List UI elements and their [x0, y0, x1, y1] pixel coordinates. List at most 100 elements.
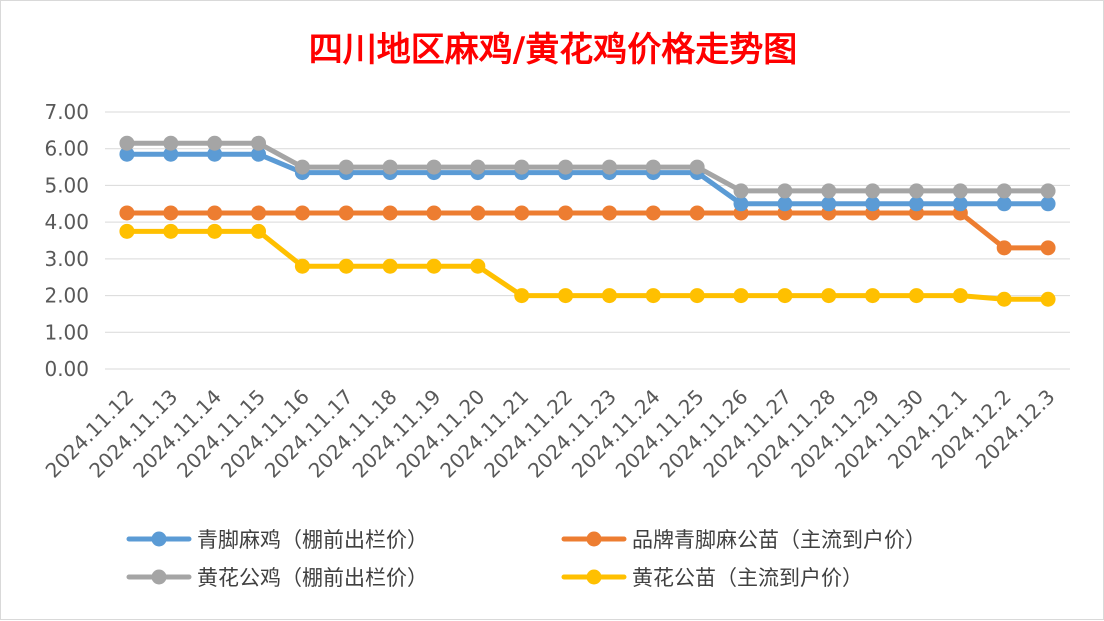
y-tick-label: 0.00 [44, 357, 89, 381]
data-point [645, 159, 661, 175]
data-point [733, 196, 749, 212]
data-point [821, 288, 837, 304]
data-point [294, 258, 310, 274]
data-point [163, 146, 179, 162]
data-point [733, 288, 749, 304]
data-point [996, 240, 1012, 256]
data-point [514, 205, 530, 221]
data-point [952, 196, 968, 212]
legend-label: 黄花公鸡（棚前出栏价） [197, 566, 428, 590]
data-point [470, 205, 486, 221]
data-point [514, 288, 530, 304]
data-point [119, 146, 135, 162]
data-point [952, 183, 968, 199]
data-point [601, 159, 617, 175]
data-point [163, 135, 179, 151]
data-point [470, 159, 486, 175]
y-tick-label: 7.00 [44, 100, 89, 124]
legend-item: 青脚麻鸡（棚前出栏价） [126, 528, 428, 552]
data-point [908, 288, 924, 304]
legend-marker [151, 531, 167, 547]
data-point [865, 288, 881, 304]
data-point [251, 135, 267, 151]
data-point [558, 288, 574, 304]
series-0 [119, 146, 1056, 212]
data-point [865, 183, 881, 199]
data-point [558, 205, 574, 221]
data-point [426, 258, 442, 274]
legend-item: 黄花公苗（主流到户价） [561, 566, 863, 590]
data-point [338, 205, 354, 221]
y-axis-ticks: 0.00 1.00 2.00 3.00 4.00 5.00 6.00 7.00 [44, 100, 89, 381]
y-tick-label: 6.00 [44, 137, 89, 161]
data-point [207, 146, 223, 162]
series-layer [119, 135, 1056, 307]
legend-item: 黄花公鸡（棚前出栏价） [126, 566, 428, 590]
data-point [996, 183, 1012, 199]
data-point [251, 146, 267, 162]
y-tick-label: 5.00 [44, 173, 89, 197]
data-point [601, 205, 617, 221]
data-point [207, 223, 223, 239]
data-point [777, 183, 793, 199]
data-point [119, 205, 135, 221]
legend-label: 品牌青脚麻公苗（主流到户价） [632, 528, 926, 552]
data-point [426, 159, 442, 175]
data-point [996, 291, 1012, 307]
data-point [1040, 240, 1056, 256]
legend: 青脚麻鸡（棚前出栏价） 品牌青脚麻公苗（主流到户价） 黄花公鸡（棚前出栏价） 黄花公苗… [126, 528, 926, 590]
data-point [382, 159, 398, 175]
data-point [207, 135, 223, 151]
data-point [119, 135, 135, 151]
data-point [382, 205, 398, 221]
data-point [952, 288, 968, 304]
data-point [382, 258, 398, 274]
series-line [124, 228, 1051, 302]
y-tick-label: 2.00 [44, 284, 89, 308]
y-tick-label: 3.00 [44, 247, 89, 271]
data-point [689, 205, 705, 221]
data-point [777, 196, 793, 212]
data-point [514, 159, 530, 175]
y-tick-label: 1.00 [44, 320, 89, 344]
data-point [338, 159, 354, 175]
data-point [908, 183, 924, 199]
legend-marker [151, 569, 167, 585]
series-2 [119, 135, 1056, 199]
data-point [645, 288, 661, 304]
data-point [294, 205, 310, 221]
data-point [163, 223, 179, 239]
data-point [821, 183, 837, 199]
legend-label: 青脚麻鸡（棚前出栏价） [197, 528, 428, 552]
data-point [251, 205, 267, 221]
series-line [124, 210, 1051, 251]
series-line [124, 140, 1051, 194]
data-point [558, 159, 574, 175]
data-point [1040, 183, 1056, 199]
data-point [689, 159, 705, 175]
data-point [207, 205, 223, 221]
series-line [124, 151, 1051, 207]
data-point [821, 196, 837, 212]
grid-layer [105, 111, 1070, 370]
series-3 [119, 223, 1056, 307]
data-point [1040, 291, 1056, 307]
data-point [601, 288, 617, 304]
data-point [777, 288, 793, 304]
data-point [996, 196, 1012, 212]
legend-marker [586, 531, 602, 547]
y-tick-label: 4.00 [44, 210, 89, 234]
data-point [426, 205, 442, 221]
data-point [645, 205, 661, 221]
data-point [251, 223, 267, 239]
legend-label: 黄花公苗（主流到户价） [632, 566, 863, 590]
series-1 [119, 205, 1056, 256]
data-point [163, 205, 179, 221]
data-point [689, 288, 705, 304]
data-point [733, 183, 749, 199]
data-point [338, 258, 354, 274]
data-point [470, 258, 486, 274]
chart-title: 四川地区麻鸡/黄花鸡价格走势图 [309, 30, 797, 70]
